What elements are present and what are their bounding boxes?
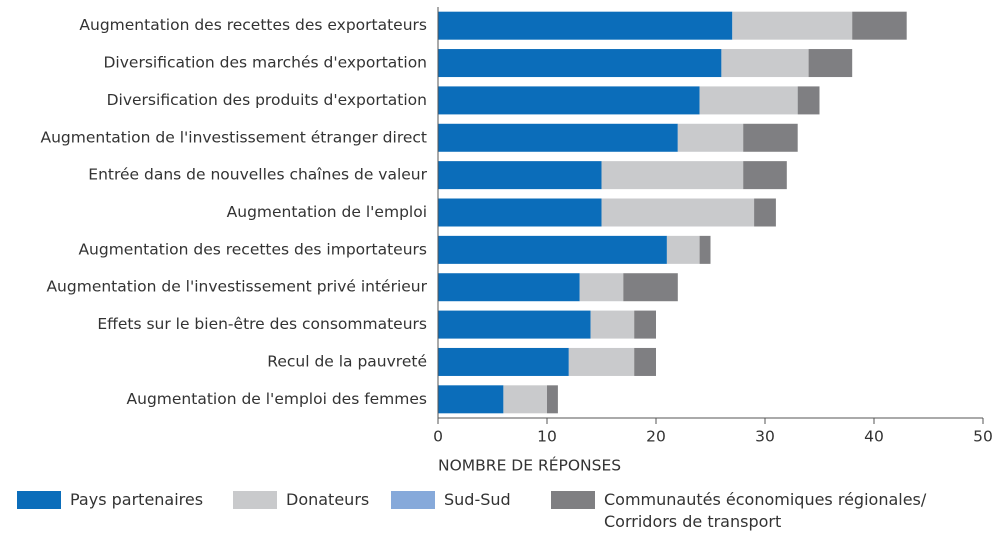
y-tick-label: Entrée dans de nouvelles chaînes de vale… <box>88 166 427 184</box>
bar-segment <box>568 347 635 376</box>
bar-segment <box>601 198 755 227</box>
legend-item: Communautés économiques régionales/ Corr… <box>551 489 944 533</box>
bar-segment <box>438 273 580 302</box>
bar-segment <box>438 49 722 78</box>
bar-segment <box>852 11 907 40</box>
y-tick-label: Augmentation des recettes des importateu… <box>78 240 427 258</box>
bar-segment <box>797 86 820 115</box>
bar-segment <box>634 310 656 339</box>
x-tick-label: 0 <box>433 428 443 446</box>
y-tick-label: Augmentation de l'investissement étrange… <box>40 128 427 146</box>
legend-label: Communautés économiques régionales/ Corr… <box>604 490 927 531</box>
bar-segment <box>677 123 744 152</box>
y-tick-label: Effets sur le bien-être des consommateur… <box>97 315 427 333</box>
x-tick-label: 50 <box>973 428 993 446</box>
bar-segment <box>438 123 678 152</box>
bar-segment <box>438 235 667 264</box>
bar-segment <box>438 86 700 115</box>
bar-segment <box>579 273 624 302</box>
x-tick-label: 20 <box>646 428 666 446</box>
legend-label: Donateurs <box>286 490 370 509</box>
y-tick-label: Augmentation de l'emploi des femmes <box>127 390 427 408</box>
legend-label: Pays partenaires <box>70 490 204 509</box>
bar-segment <box>438 385 504 414</box>
bar-segment <box>721 49 809 78</box>
bar-segment <box>732 11 853 40</box>
bar-segment <box>743 161 787 190</box>
bar-segment <box>623 273 678 302</box>
y-tick-label: Augmentation des recettes des exportateu… <box>79 16 427 34</box>
legend-swatch <box>233 491 277 509</box>
bar-segment <box>438 11 733 40</box>
legend-item: Pays partenaires <box>17 489 203 511</box>
y-tick-label: Diversification des marchés d'exportatio… <box>104 54 428 72</box>
x-tick-label: 30 <box>755 428 775 446</box>
x-tick-label: 10 <box>537 428 557 446</box>
bar-segment <box>634 347 656 376</box>
bar-segment <box>590 310 635 339</box>
bar-segment <box>743 123 798 152</box>
bar-segment <box>547 385 558 414</box>
legend-item: Sud-Sud <box>391 489 511 511</box>
legend-swatch <box>551 491 595 509</box>
bar-segment <box>503 385 547 414</box>
y-tick-label: Recul de la pauvreté <box>267 352 427 370</box>
bar-segment <box>601 161 744 190</box>
bar-segment <box>438 161 602 190</box>
bar-segment <box>438 198 602 227</box>
legend-swatch <box>17 491 61 509</box>
bar-segment <box>438 347 569 376</box>
bar-segment <box>754 198 776 227</box>
bar-segment <box>666 235 700 264</box>
bar-segment <box>438 310 591 339</box>
bar-segment <box>699 235 711 264</box>
y-tick-label: Augmentation de l'investissement privé i… <box>46 278 427 296</box>
chart: NOMBRE DE RÉPONSES Augmentation des rece… <box>40 7 993 475</box>
x-tick-label: 40 <box>864 428 884 446</box>
bar-segment <box>808 49 853 78</box>
legend-label: Sud-Sud <box>444 490 511 509</box>
y-tick-label: Diversification des produits d'exportati… <box>107 91 427 109</box>
legend-swatch <box>391 491 435 509</box>
y-tick-label: Augmentation de l'emploi <box>227 203 427 221</box>
x-axis-title: NOMBRE DE RÉPONSES <box>438 456 621 475</box>
legend-item: Donateurs <box>233 489 369 511</box>
bar-segment <box>699 86 798 115</box>
